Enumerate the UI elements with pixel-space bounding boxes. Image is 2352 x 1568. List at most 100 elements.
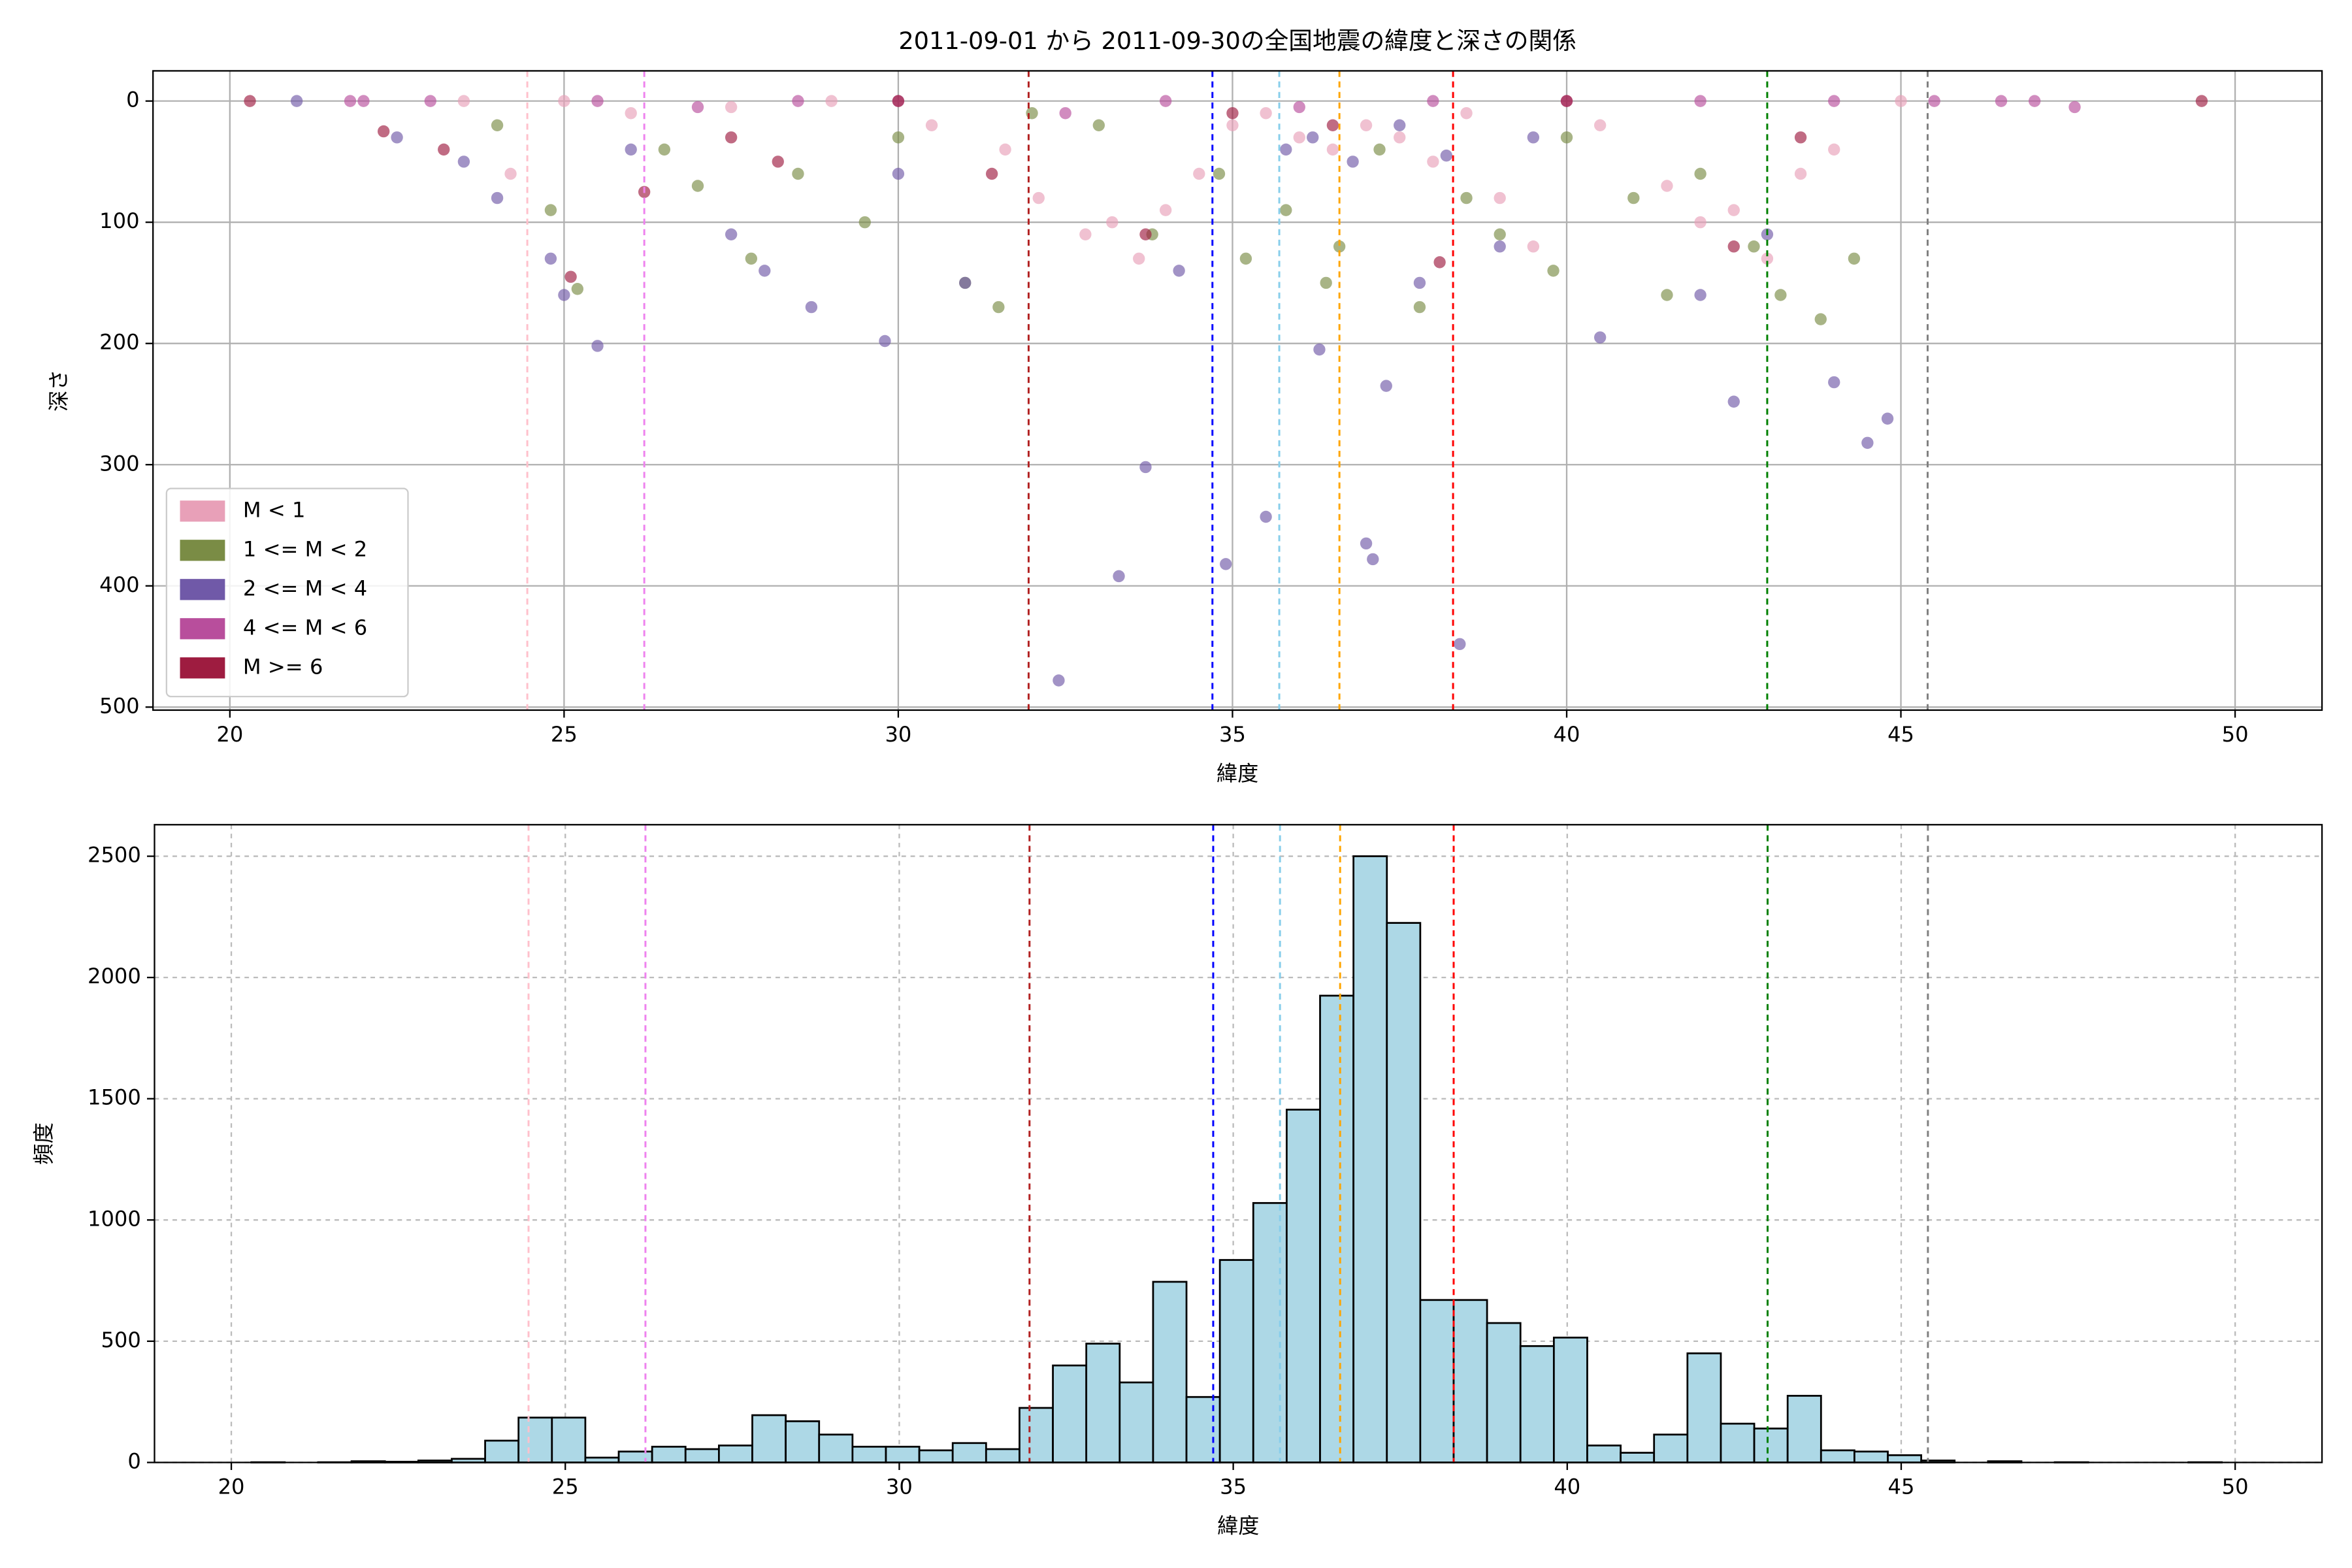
scatter-point	[759, 265, 771, 277]
scatter-point	[1032, 191, 1045, 204]
scatter-point	[457, 95, 470, 107]
y-tick-label: 0	[126, 88, 139, 112]
histogram-bar	[1586, 1445, 1622, 1463]
scatter-point	[925, 119, 938, 131]
scatter-point	[691, 101, 704, 114]
x-tick-label: 20	[216, 722, 243, 747]
histogram-bar	[1386, 922, 1422, 1463]
x-tick-label: 35	[1219, 722, 1246, 747]
scatter-point	[1333, 240, 1346, 253]
scatter-point	[244, 95, 256, 107]
scatter-point	[1173, 265, 1185, 277]
scatter-point	[658, 143, 671, 156]
histogram-bar	[1218, 1259, 1254, 1463]
y-tick-label: 2000	[88, 964, 141, 988]
legend-swatch	[180, 618, 225, 640]
scatter-point	[1761, 252, 1774, 265]
scatter-point	[1092, 119, 1105, 131]
y-tick-label: 300	[99, 451, 139, 476]
scatter-point	[377, 125, 390, 138]
scatter-point	[491, 191, 504, 204]
histogram-bar	[1352, 855, 1388, 1463]
x-tick-label: 50	[2222, 722, 2249, 747]
scatter-point	[1373, 143, 1386, 156]
scatter-point	[2028, 95, 2041, 107]
histogram-bar	[1620, 1452, 1656, 1463]
scatter-point	[999, 143, 1011, 156]
scatter-point	[1794, 167, 1807, 180]
scatter-point	[1661, 289, 1673, 301]
scatter-point	[1460, 106, 1473, 120]
legend-swatch	[180, 540, 225, 561]
histogram-bar	[985, 1448, 1021, 1463]
scatter-point	[625, 106, 637, 120]
scatter-point	[1059, 106, 1071, 120]
y-tick-label: 0	[127, 1448, 140, 1473]
scatter-point	[1895, 95, 1907, 107]
histogram-bar	[885, 1445, 921, 1463]
scatter-point	[1106, 216, 1119, 229]
scatter-point	[457, 155, 470, 168]
histogram-bar	[1252, 1201, 1288, 1463]
scatter-point	[1593, 119, 1607, 131]
histogram-bar	[751, 1414, 787, 1463]
scatter-point	[1881, 412, 1894, 425]
histogram-bar	[1286, 1109, 1321, 1463]
scatter-point	[591, 340, 604, 352]
scatter-point	[879, 335, 891, 348]
legend-label: M >= 6	[243, 654, 323, 679]
scatter-point	[1313, 343, 1326, 356]
scatter-point	[1794, 131, 1807, 144]
scatter-point	[391, 131, 403, 144]
scatter-point	[1454, 638, 1466, 651]
scatter-point	[772, 155, 784, 168]
histogram-bar	[1720, 1422, 1756, 1463]
histogram-bar	[718, 1445, 753, 1463]
histogram-bar	[1419, 1299, 1455, 1463]
x-axis-label: 緯度	[1217, 1514, 1259, 1539]
scatter-point	[1774, 289, 1787, 301]
scatter-point	[1861, 436, 1874, 449]
histogram-bar	[1486, 1322, 1522, 1463]
legend-label: 2 <= M < 4	[243, 576, 367, 600]
y-tick-label: 200	[99, 330, 139, 355]
histogram-bar	[484, 1439, 520, 1463]
y-tick-label: 1000	[88, 1206, 141, 1231]
scatter-point	[591, 95, 604, 107]
scatter-point	[625, 143, 637, 156]
scatter-point	[725, 228, 738, 240]
x-tick-label: 30	[885, 722, 911, 747]
scatter-point	[892, 95, 905, 107]
scatter-point	[1694, 167, 1707, 180]
scatter-point	[491, 119, 504, 131]
scatter-point	[691, 180, 704, 192]
scatter-point	[1139, 461, 1152, 474]
histogram-bar	[1052, 1364, 1088, 1463]
scatter-point	[1326, 143, 1339, 156]
scatter-point	[2195, 95, 2208, 107]
scatter-point	[558, 289, 570, 301]
scatter-point	[792, 167, 804, 180]
histogram-bar	[785, 1420, 821, 1463]
scatter-point	[1159, 95, 1172, 107]
legend-swatch	[180, 500, 225, 522]
scatter-point	[1360, 119, 1373, 131]
histogram-bar	[851, 1445, 887, 1463]
scatter-point	[1995, 95, 2008, 107]
scatter-point	[985, 167, 998, 180]
histogram-bar	[1753, 1428, 1789, 1463]
scatter-point	[1427, 95, 1439, 107]
scatter-point	[1928, 95, 1940, 107]
histogram-bar	[651, 1445, 687, 1463]
histogram-bar	[918, 1449, 954, 1463]
legend-swatch	[180, 579, 225, 600]
scatter-point	[1460, 191, 1473, 204]
scatter-point	[1347, 155, 1359, 168]
x-tick-label: 50	[2222, 1475, 2249, 1499]
y-tick-label: 400	[99, 572, 139, 597]
histogram-bar	[1820, 1449, 1855, 1463]
axes-frame	[152, 70, 2323, 711]
scatter-point	[1560, 95, 1573, 107]
x-tick-label: 40	[1554, 1475, 1580, 1499]
legend-label: M < 1	[243, 497, 306, 522]
